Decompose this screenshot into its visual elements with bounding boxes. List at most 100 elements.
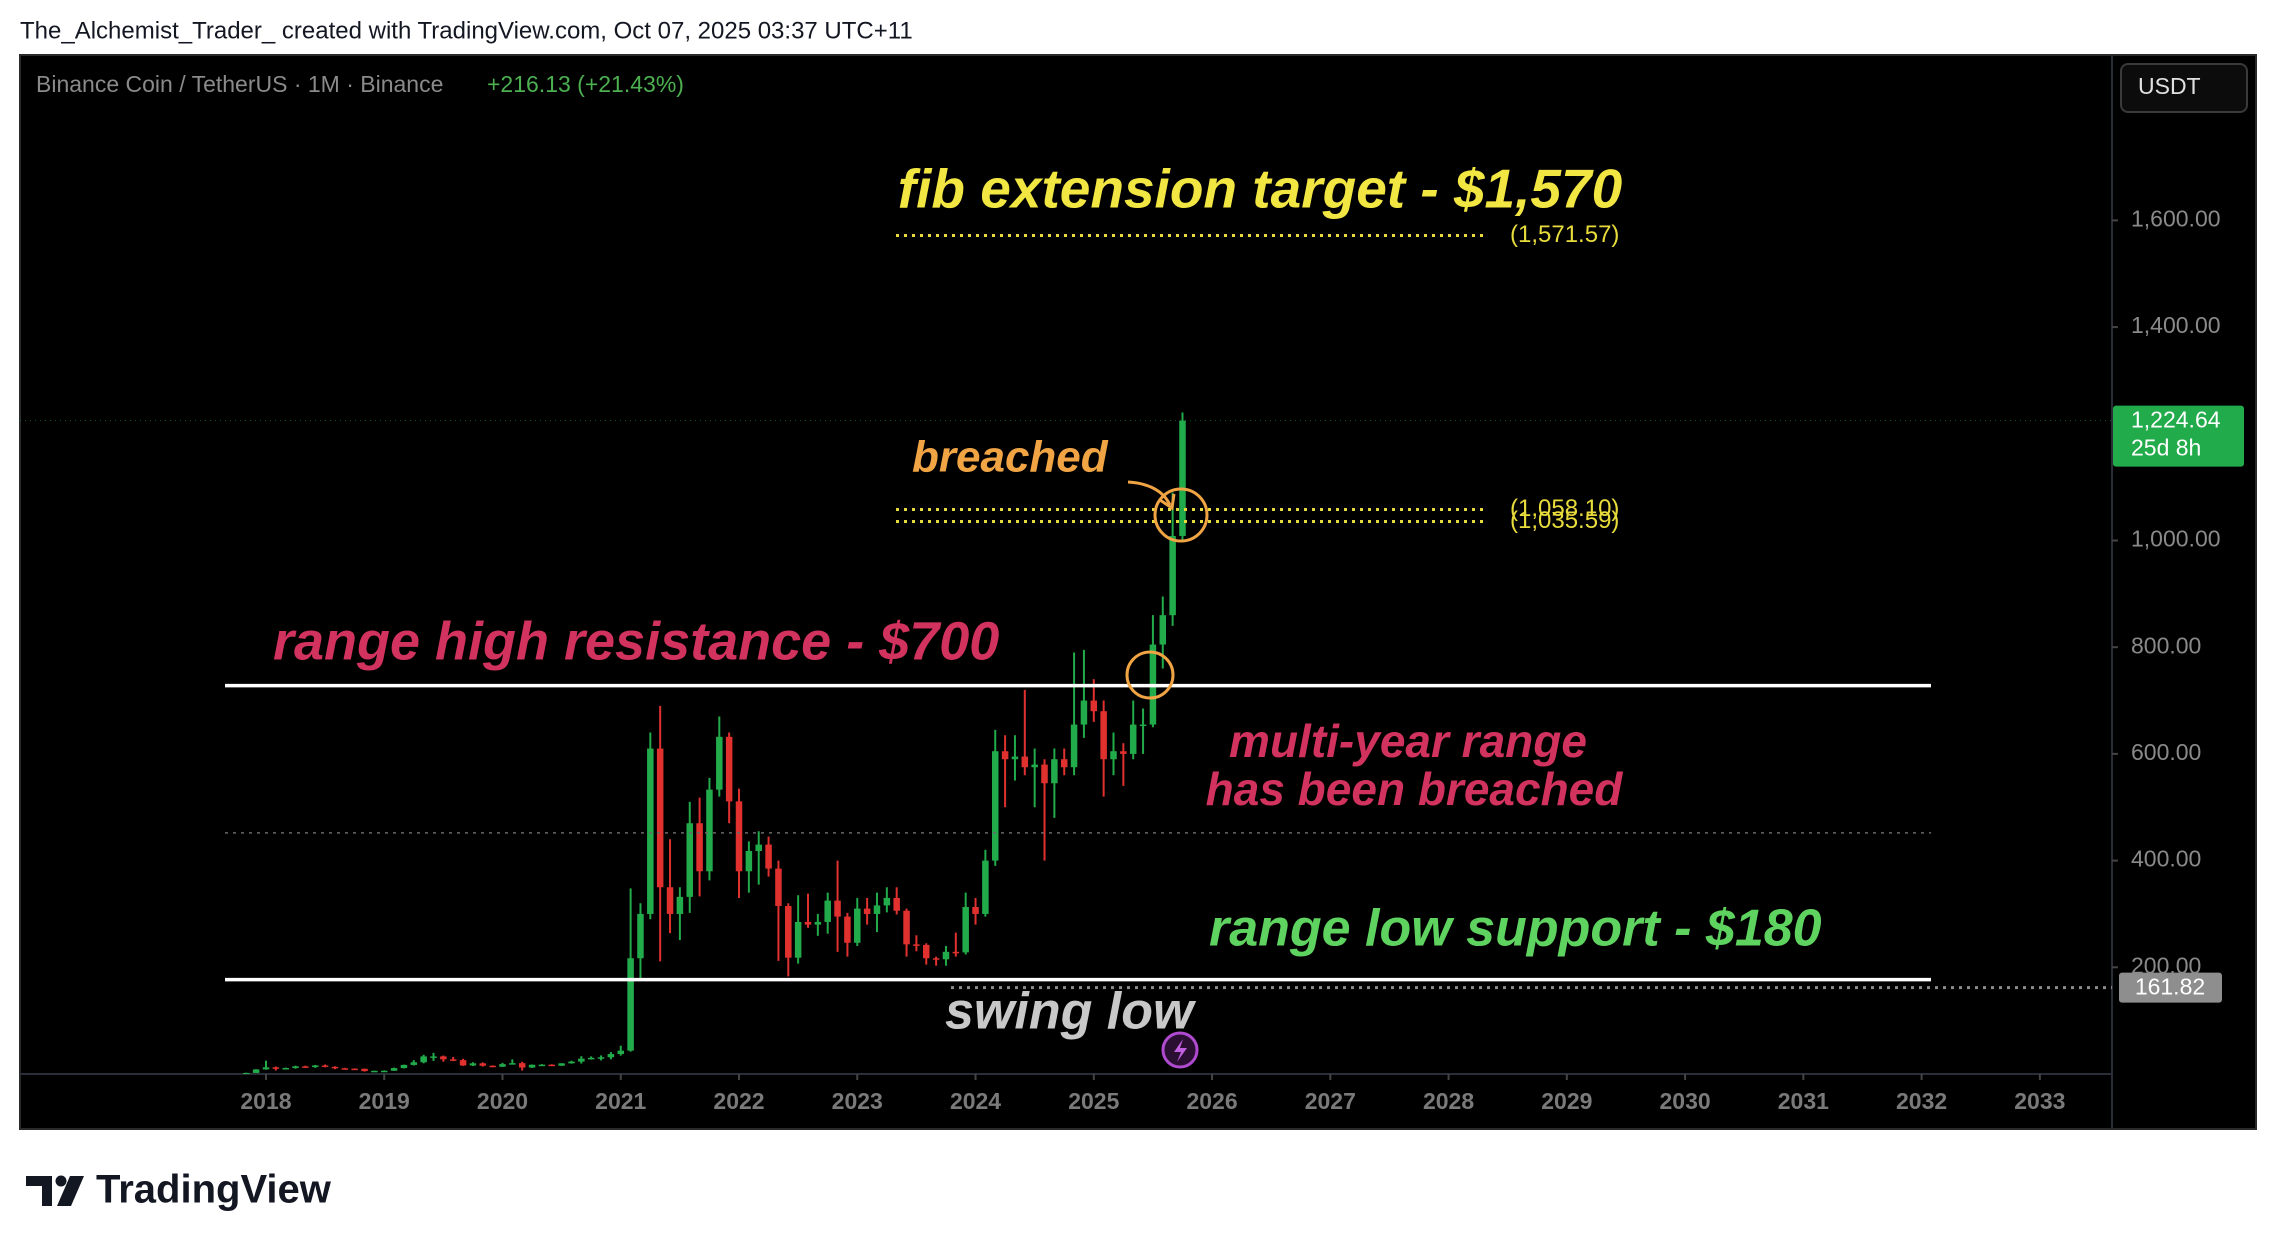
candle-body (272, 1067, 280, 1069)
candle-body (824, 900, 831, 922)
currency-label[interactable]: USDT (2138, 73, 2201, 99)
candle-body (351, 1068, 358, 1071)
candle-body (627, 958, 634, 1051)
candle-body (804, 921, 812, 925)
annotation: multi-year range (1229, 715, 1587, 767)
candle-body (587, 1057, 595, 1060)
countdown-label: 25d 8h (2131, 435, 2201, 461)
annotation: fib extension target - $1,570 (898, 158, 1623, 220)
level-label: (1,058.10) (1510, 495, 1619, 522)
candle-body (459, 1060, 467, 1066)
y-tick-label: 800.00 (2131, 632, 2201, 658)
candle-body (716, 736, 723, 790)
candle-body (1041, 764, 1048, 784)
y-tick-label: 400.00 (2131, 846, 2201, 872)
candle-body (282, 1068, 289, 1070)
x-tick-label: 2029 (1541, 1088, 1592, 1114)
candle-body (785, 905, 792, 958)
candle-body (1031, 764, 1038, 768)
candle-body (1080, 700, 1088, 725)
level-label: (1,571.57) (1510, 221, 1619, 248)
candle-body (578, 1058, 585, 1062)
x-tick-label: 2030 (1659, 1088, 1710, 1114)
candle-body (607, 1054, 615, 1058)
candle-body (341, 1068, 349, 1070)
candle-body (528, 1064, 536, 1068)
candle-body (1129, 724, 1137, 754)
y-tick-label: 200.00 (2131, 952, 2201, 978)
candle-body (1179, 420, 1186, 536)
change-label: +216.13 (+21.43%) (487, 71, 684, 97)
annotation: range high resistance - $700 (273, 611, 999, 671)
annotation: has been breached (1206, 763, 1624, 815)
candle-body (430, 1056, 437, 1058)
candle-body (262, 1067, 270, 1070)
candle-body (1139, 724, 1147, 727)
candle-body (676, 896, 684, 914)
candle-body (420, 1056, 427, 1063)
candle-body (617, 1050, 625, 1055)
candle-body (962, 907, 969, 953)
candle-body (390, 1068, 398, 1071)
level-label: (1,035.59) (1510, 507, 1619, 534)
footer-logo: TradingView (26, 1168, 332, 1212)
candle-body (597, 1057, 605, 1059)
y-tick-label: 1,400.00 (2131, 312, 2221, 338)
candle-body (509, 1063, 516, 1065)
annotation: breached (912, 433, 1109, 482)
candle-body (479, 1063, 487, 1066)
candle-body (923, 944, 930, 959)
level-price-label: 161.82 (2135, 974, 2205, 1000)
symbol-info: Binance Coin / TetherUS · 1M · Binance (36, 71, 443, 97)
candle-body (1120, 751, 1127, 754)
y-tick-label: 1,000.00 (2131, 526, 2221, 552)
candle-body (1051, 759, 1058, 784)
header-text: The_Alchemist_Trader_ created with Tradi… (20, 17, 913, 44)
candle-body (1021, 756, 1029, 768)
candle-body (1169, 535, 1176, 616)
currency-button[interactable] (2120, 63, 2248, 113)
last-price-label: 1,224.64 (2131, 407, 2221, 433)
overlay: (1,571.57) (1,058.10)(1,035.59) 161.82 1,22… (20, 221, 2244, 1003)
candle-body (548, 1064, 556, 1067)
level-price-tag (2119, 972, 2222, 1003)
candle-body (449, 1059, 457, 1061)
candle-body (518, 1063, 526, 1068)
candle-body (932, 958, 940, 960)
candle-body (410, 1062, 418, 1065)
candle-body (903, 910, 910, 945)
candle-body (666, 887, 674, 914)
candle-body (371, 1070, 378, 1073)
candle-body (469, 1063, 477, 1066)
candle-body (1011, 756, 1019, 760)
footer-text: TradingView (96, 1168, 332, 1212)
candle-body (725, 736, 733, 802)
candle-body (538, 1064, 546, 1067)
event-icon-bolt (1174, 1039, 1187, 1062)
candle-body (361, 1068, 368, 1072)
candle-body (292, 1066, 299, 1069)
candle-body (1159, 615, 1167, 645)
candle-body (952, 951, 960, 954)
candle-body (647, 748, 654, 914)
chart-panel (19, 54, 2257, 1130)
candle-body (380, 1070, 388, 1073)
y-tick-label: 600.00 (2131, 739, 2201, 765)
candle-body (814, 921, 822, 925)
candle-body (1001, 751, 1009, 760)
candle-body (913, 944, 920, 946)
candle-body (331, 1066, 339, 1069)
x-tick-label: 2019 (359, 1088, 410, 1114)
candle-body (991, 751, 999, 861)
breach-arrow-head (1159, 493, 1176, 511)
candle-body (252, 1069, 260, 1073)
x-tick-label: 2028 (1423, 1088, 1474, 1114)
x-tick-label: 2023 (832, 1088, 883, 1114)
candle-body (834, 900, 841, 917)
candle-body (844, 916, 851, 943)
x-tick-label: 2033 (2014, 1088, 2065, 1114)
candle-body (440, 1056, 447, 1060)
x-tick-label: 2025 (1068, 1088, 1119, 1114)
